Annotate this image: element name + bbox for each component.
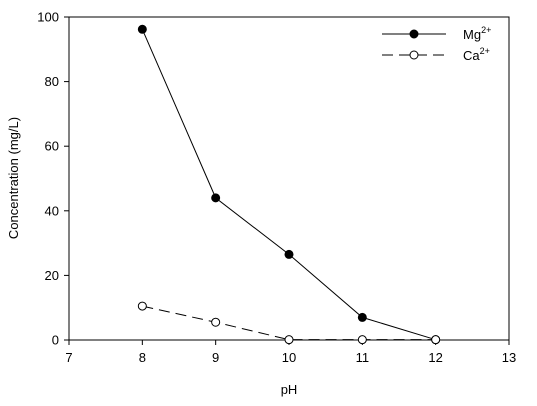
series-line-mg bbox=[141, 29, 436, 341]
y-tick-label: 100 bbox=[37, 10, 59, 25]
plot-area bbox=[68, 16, 510, 341]
legend-mg-label-superscript: 2+ bbox=[481, 25, 491, 35]
x-tick-label: 8 bbox=[139, 350, 146, 365]
y-tick-label: 0 bbox=[52, 333, 59, 348]
y-tick-label: 40 bbox=[45, 203, 59, 218]
legend-mg-label-base: Mg bbox=[463, 27, 481, 42]
series-points bbox=[137, 24, 441, 345]
y-tick-label: 60 bbox=[45, 139, 59, 154]
legend-ca-label: Ca2+ bbox=[463, 46, 490, 63]
x-tick-label: 7 bbox=[65, 350, 72, 365]
x-tick-label: 13 bbox=[502, 350, 516, 365]
data-point-ca bbox=[357, 335, 367, 345]
data-point-ca bbox=[431, 335, 441, 345]
data-point-mg bbox=[211, 193, 221, 203]
x-tick-label: 9 bbox=[212, 350, 219, 365]
legend: Mg2+ Ca2+ bbox=[382, 25, 491, 63]
legend-ca-label-superscript: 2+ bbox=[480, 46, 490, 56]
plot-frame bbox=[68, 16, 510, 341]
series-line-ca bbox=[142, 305, 436, 341]
legend-mg-label: Mg2+ bbox=[463, 25, 491, 42]
x-axis: 7 8 9 10 11 12 13 bbox=[65, 340, 516, 365]
legend-mg-marker bbox=[409, 29, 419, 39]
data-point-ca bbox=[137, 301, 147, 311]
data-point-mg bbox=[284, 249, 294, 259]
x-axis-title: pH bbox=[281, 382, 298, 397]
y-tick-label: 20 bbox=[45, 268, 59, 283]
y-axis-title: Concentration (mg/L) bbox=[6, 117, 21, 239]
legend-ca-marker bbox=[409, 50, 419, 60]
data-point-ca bbox=[284, 335, 294, 345]
data-point-ca bbox=[211, 317, 221, 327]
x-tick-label: 12 bbox=[428, 350, 442, 365]
x-tick-label: 11 bbox=[356, 350, 370, 365]
data-point-mg bbox=[137, 24, 147, 34]
x-tick-label: 10 bbox=[282, 350, 296, 365]
series-lines bbox=[141, 29, 436, 341]
y-tick-label: 80 bbox=[45, 74, 59, 89]
legend-ca-label-base: Ca bbox=[463, 48, 480, 63]
data-point-mg bbox=[357, 312, 367, 322]
y-axis: 0 20 40 60 80 100 bbox=[37, 10, 69, 348]
